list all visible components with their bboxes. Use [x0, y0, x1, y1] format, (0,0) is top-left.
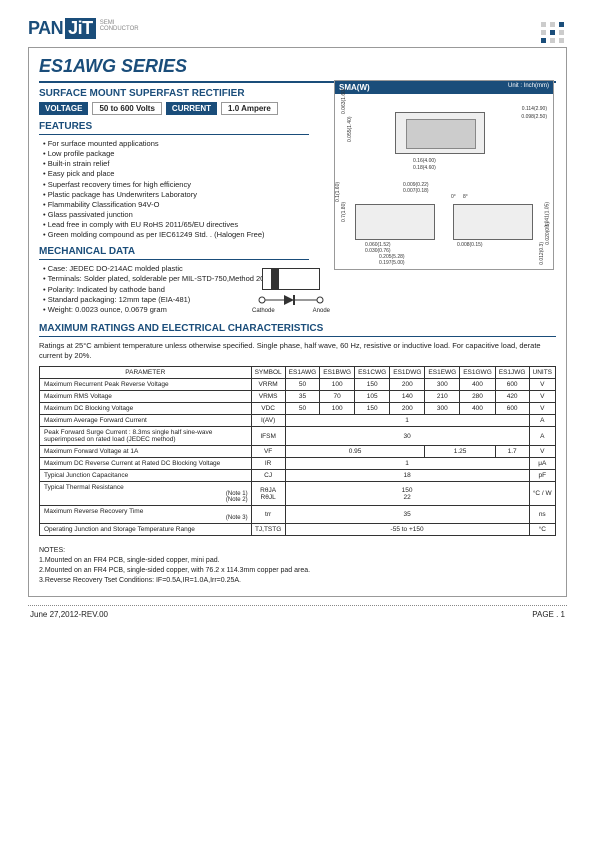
table-header: SYMBOL — [251, 367, 285, 379]
footer-date: June 27,2012-REV.00 — [30, 610, 108, 619]
notes-section: NOTES: 1.Mounted on an FR4 PCB, single-s… — [39, 546, 556, 585]
table-row: Maximum Average Forward CurrentI(AV)1A — [40, 415, 556, 427]
table-row: Typical Junction CapacitanceCJ18pF — [40, 470, 556, 482]
note-item: 2.Mounted on an FR4 PCB, single-sided co… — [39, 566, 556, 576]
table-row: Maximum DC Reverse Current at Rated DC B… — [40, 458, 556, 470]
logo: PAN JiT SEMI CONDUCTOR — [28, 18, 567, 39]
feature-item: Plastic package has Underwriters Laborat… — [43, 190, 309, 200]
table-header: PARAMETER — [40, 367, 252, 379]
table-row: Maximum DC Blocking VoltageVDC5010015020… — [40, 403, 556, 415]
feature-item: Low profile package — [43, 149, 309, 159]
notes-title: NOTES: — [39, 546, 556, 556]
current-label: CURRENT — [166, 102, 217, 115]
table-row: Peak Forward Surge Current : 8.3ms singl… — [40, 427, 556, 446]
table-header: ES1AWG — [285, 367, 320, 379]
ratings-note: Ratings at 25°C ambient temperature unle… — [39, 341, 556, 361]
feature-item: Lead free in comply with EU RoHS 2011/65… — [43, 220, 309, 230]
current-value: 1.0 Ampere — [221, 102, 278, 115]
voltage-label: VOLTAGE — [39, 102, 88, 115]
logo-sub: SEMI CONDUCTOR — [100, 20, 139, 32]
ratings-table: PARAMETERSYMBOLES1AWGES1BWGES1CWGES1DWGE… — [39, 366, 556, 536]
feature-item: For surface mounted applications — [43, 139, 309, 149]
footer-page: PAGE . 1 — [532, 610, 565, 619]
note-item: 3.Reverse Recovery Tset Conditions: IF=0… — [39, 576, 556, 586]
logo-pan: PAN — [28, 18, 63, 39]
diode-symbol: Cathode Anode — [246, 268, 336, 314]
feature-item: Easy pick and place — [43, 169, 309, 179]
table-header: UNITS — [529, 367, 556, 379]
table-header: ES1JWG — [495, 367, 529, 379]
feature-item: Superfast recovery times for high effici… — [43, 180, 309, 190]
table-header: ES1EWG — [425, 367, 460, 379]
table-row: Typical Thermal Resistance(Note 1) (Note… — [40, 482, 556, 506]
title: ES1AWG SERIES — [39, 56, 556, 77]
footer: June 27,2012-REV.00 PAGE . 1 — [28, 610, 567, 619]
voltage-value: 50 to 600 Volts — [92, 102, 161, 115]
table-header: ES1CWG — [355, 367, 390, 379]
table-row: Maximum Forward Voltage at 1AVF0.951.251… — [40, 446, 556, 458]
table-row: Maximum Recurrent Peak Reverse VoltageVR… — [40, 379, 556, 391]
table-header: ES1GWG — [460, 367, 496, 379]
main-content: ES1AWG SERIES SURFACE MOUNT SUPERFAST RE… — [28, 47, 567, 597]
feature-item: Glass passivated junction — [43, 210, 309, 220]
feature-item: Flammability Classification 94V-O — [43, 200, 309, 210]
features-heading: FEATURES — [39, 121, 309, 135]
features-list: For surface mounted applicationsLow prof… — [39, 139, 309, 240]
table-header: ES1BWG — [320, 367, 355, 379]
decorative-dots — [541, 22, 565, 43]
feature-item: Green molding compound as per IEC61249 S… — [43, 230, 309, 240]
note-item: 1.Mounted on an FR4 PCB, single-sided co… — [39, 556, 556, 566]
ratings-heading: MAXIMUM RATINGS AND ELECTRICAL CHARACTER… — [39, 323, 556, 337]
table-row: Maximum RMS VoltageVRMS35701051402102804… — [40, 391, 556, 403]
table-header: ES1DWG — [390, 367, 425, 379]
logo-jit: JiT — [65, 18, 96, 39]
table-row: Maximum Reverse Recovery Time(Note 3)trr… — [40, 506, 556, 524]
package-diagram: SMA(W) Unit : Inch(mm) 0.114(2.90) 0.098… — [334, 80, 554, 270]
feature-item: Built-in strain relief — [43, 159, 309, 169]
table-row: Operating Junction and Storage Temperatu… — [40, 524, 556, 536]
package-unit: Unit : Inch(mm) — [508, 83, 549, 92]
mechanical-heading: MECHANICAL DATA — [39, 246, 309, 260]
